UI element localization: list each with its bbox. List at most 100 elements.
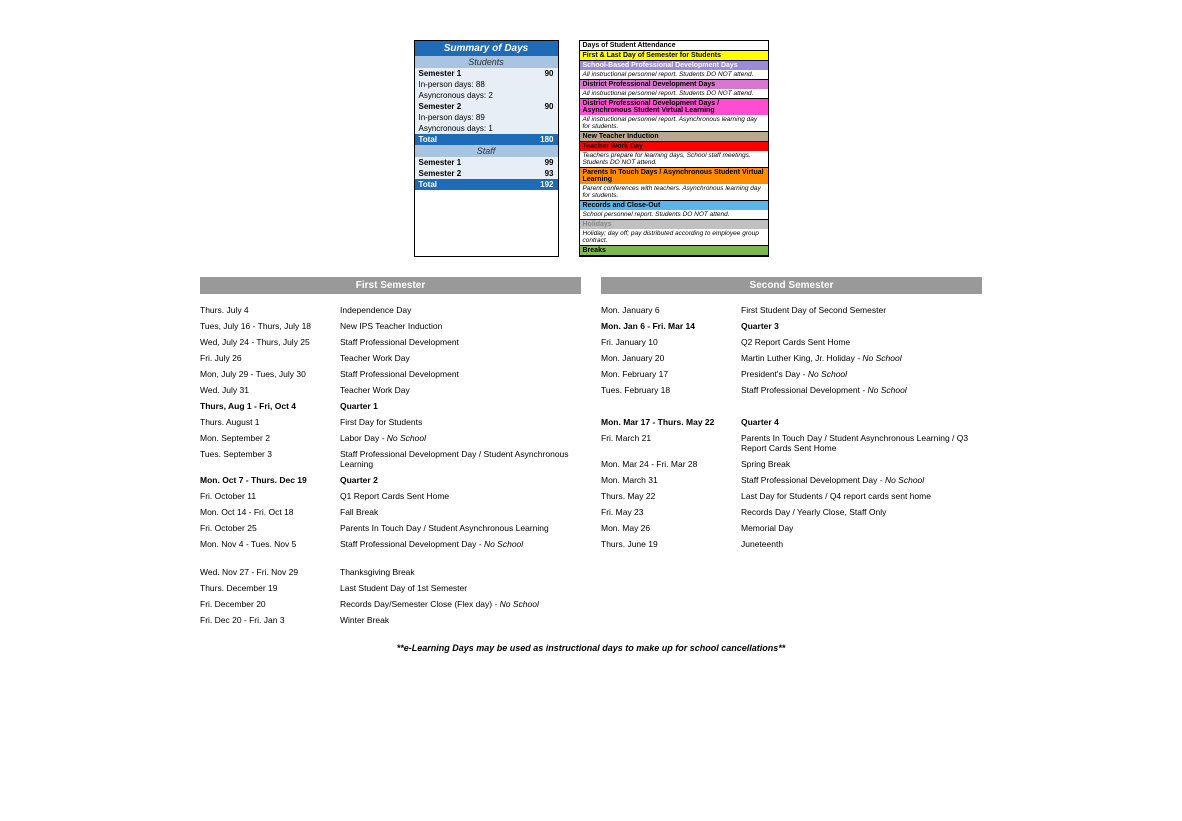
event-date: Mon. Mar 24 - Fri. Mar 28 bbox=[601, 459, 741, 469]
legend-label: District Professional Development Days bbox=[580, 80, 768, 89]
event-date: Thurs. August 1 bbox=[200, 417, 340, 427]
legend-label: Holidays bbox=[580, 220, 768, 229]
value: 99 bbox=[545, 158, 554, 167]
label: Asyncronous days: 2 bbox=[419, 91, 493, 100]
event-row: Tues. September 3Staff Professional Deve… bbox=[200, 446, 581, 472]
top-panels: Summary of Days Students Semester 1 90 I… bbox=[200, 40, 982, 257]
event-row: Fri. July 26Teacher Work Day bbox=[200, 350, 581, 366]
legend-desc: Teachers prepare for learning days. Scho… bbox=[580, 151, 768, 167]
label: In-person days: 88 bbox=[419, 80, 485, 89]
value: 90 bbox=[545, 102, 554, 111]
semester-body: Thurs. July 4Independence DayTues, July … bbox=[200, 302, 982, 628]
event-row: Fri. March 21Parents In Touch Day / Stud… bbox=[601, 430, 982, 456]
event-date: Thurs. July 4 bbox=[200, 305, 340, 315]
event-row: Thurs. June 19Juneteenth bbox=[601, 536, 982, 552]
event-row: Mon. March 31Staff Professional Developm… bbox=[601, 472, 982, 488]
event-desc: Parents In Touch Day / Student Asynchron… bbox=[741, 433, 982, 453]
event-row: Thurs, Aug 1 - Fri, Oct 4Quarter 1 bbox=[200, 398, 581, 414]
event-row: Mon. Jan 6 - Fri. Mar 14Quarter 3 bbox=[601, 318, 982, 334]
event-date: Wed, July 24 - Thurs, July 25 bbox=[200, 337, 340, 347]
event-date: Tues. February 18 bbox=[601, 385, 741, 395]
value: 90 bbox=[545, 69, 554, 78]
event-row: Fri. May 23Records Day / Yearly Close, S… bbox=[601, 504, 982, 520]
event-date: Mon. Nov 4 - Tues. Nov 5 bbox=[200, 539, 340, 549]
event-desc: Parents In Touch Day / Student Asynchron… bbox=[340, 523, 581, 533]
label: In-person days: 89 bbox=[419, 113, 485, 122]
legend-label: New Teacher Induction bbox=[580, 132, 768, 141]
first-semester-column: Thurs. July 4Independence DayTues, July … bbox=[200, 302, 581, 628]
event-date: Tues, July 16 - Thurs, July 18 bbox=[200, 321, 340, 331]
summary-total-students: Total 180 bbox=[415, 134, 558, 145]
legend-desc: School personnel report. Students DO NOT… bbox=[580, 210, 768, 219]
label: Total bbox=[419, 135, 438, 144]
event-desc: Staff Professional Development - No Scho… bbox=[741, 385, 982, 395]
legend-row: First & Last Day of Semester for Student… bbox=[580, 51, 768, 61]
event-row: Fri. January 10Q2 Report Cards Sent Home bbox=[601, 334, 982, 350]
event-desc: Staff Professional Development Day / Stu… bbox=[340, 449, 581, 469]
event-desc: Teacher Work Day bbox=[340, 385, 581, 395]
legend-label: First & Last Day of Semester for Student… bbox=[580, 51, 768, 60]
legend-row: Breaks bbox=[580, 246, 768, 256]
event-row: Mon, July 29 - Tues, July 30Staff Profes… bbox=[200, 366, 581, 382]
event-desc: First Day for Students bbox=[340, 417, 581, 427]
event-desc: Last Student Day of 1st Semester bbox=[340, 583, 581, 593]
event-row: Mon. Mar 17 - Thurs. May 22Quarter 4 bbox=[601, 414, 982, 430]
event-date: Fri. January 10 bbox=[601, 337, 741, 347]
summary-row: Semester 1 99 bbox=[415, 157, 558, 168]
staff-subheader: Staff bbox=[415, 145, 558, 157]
legend-row: District Professional Development Days /… bbox=[580, 99, 768, 132]
event-date: Mon. Oct 7 - Thurs. Dec 19 bbox=[200, 475, 340, 485]
event-row: Mon. Oct 7 - Thurs. Dec 19Quarter 2 bbox=[200, 472, 581, 488]
event-date: Thurs, Aug 1 - Fri, Oct 4 bbox=[200, 401, 340, 411]
event-desc: Teacher Work Day bbox=[340, 353, 581, 363]
summary-row: In-person days: 88 bbox=[415, 79, 558, 90]
summary-total-staff: Total 192 bbox=[415, 179, 558, 190]
summary-row: Asyncronous days: 2 bbox=[415, 90, 558, 101]
event-date: Fri. Dec 20 - Fri. Jan 3 bbox=[200, 615, 340, 625]
event-desc: New IPS Teacher Induction bbox=[340, 321, 581, 331]
legend-label: Breaks bbox=[580, 246, 768, 255]
legend-label: Parents In Touch Days / Asynchronous Stu… bbox=[580, 168, 768, 184]
event-row: Wed. July 31Teacher Work Day bbox=[200, 382, 581, 398]
event-row: Thurs. December 19Last Student Day of 1s… bbox=[200, 580, 581, 596]
legend-desc: All instructional personnel report. Stud… bbox=[580, 70, 768, 79]
event-date: Mon. January 20 bbox=[601, 353, 741, 363]
event-row: Fri. October 25Parents In Touch Day / St… bbox=[200, 520, 581, 536]
event-desc: Juneteenth bbox=[741, 539, 982, 549]
label: Total bbox=[419, 180, 438, 189]
event-row: Mon. Oct 14 - Fri. Oct 18Fall Break bbox=[200, 504, 581, 520]
label: Semester 2 bbox=[419, 169, 462, 178]
event-desc: Thanksgiving Break bbox=[340, 567, 581, 577]
event-date: Fri. July 26 bbox=[200, 353, 340, 363]
event-date: Fri. October 11 bbox=[200, 491, 340, 501]
event-row: Mon. Mar 24 - Fri. Mar 28Spring Break bbox=[601, 456, 982, 472]
event-row: Thurs. August 1First Day for Students bbox=[200, 414, 581, 430]
event-date: Fri. May 23 bbox=[601, 507, 741, 517]
event-desc: First Student Day of Second Semester bbox=[741, 305, 982, 315]
semester-headers: First Semester Second Semester bbox=[200, 277, 982, 294]
event-row: Wed. Nov 27 - Fri. Nov 29Thanksgiving Br… bbox=[200, 564, 581, 580]
event-desc: Staff Professional Development Day - No … bbox=[340, 539, 581, 549]
event-row: Wed, July 24 - Thurs, July 25Staff Profe… bbox=[200, 334, 581, 350]
legend-row: School-Based Professional Development Da… bbox=[580, 61, 768, 80]
event-desc: Q2 Report Cards Sent Home bbox=[741, 337, 982, 347]
footer-note: **e-Learning Days may be used as instruc… bbox=[200, 643, 982, 653]
event-date: Thurs. December 19 bbox=[200, 583, 340, 593]
event-date: Thurs. June 19 bbox=[601, 539, 741, 549]
event-desc: Spring Break bbox=[741, 459, 982, 469]
event-desc: Records Day / Yearly Close, Staff Only bbox=[741, 507, 982, 517]
event-desc: Staff Professional Development bbox=[340, 337, 581, 347]
second-semester-column: Mon. January 6First Student Day of Secon… bbox=[601, 302, 982, 628]
event-row: Tues. February 18Staff Professional Deve… bbox=[601, 382, 982, 398]
legend-desc: All instructional personnel report. Asyn… bbox=[580, 115, 768, 131]
event-date: Mon. September 2 bbox=[200, 433, 340, 443]
event-date: Tues. September 3 bbox=[200, 449, 340, 469]
event-row: Mon. Nov 4 - Tues. Nov 5Staff Profession… bbox=[200, 536, 581, 552]
event-date: Mon. Jan 6 - Fri. Mar 14 bbox=[601, 321, 741, 331]
summary-title: Summary of Days bbox=[415, 41, 558, 56]
value: 192 bbox=[540, 180, 553, 189]
event-date: Wed. Nov 27 - Fri. Nov 29 bbox=[200, 567, 340, 577]
legend-row: New Teacher Induction bbox=[580, 132, 768, 142]
event-desc: Martin Luther King, Jr. Holiday - No Sch… bbox=[741, 353, 982, 363]
event-date: Mon. Oct 14 - Fri. Oct 18 bbox=[200, 507, 340, 517]
